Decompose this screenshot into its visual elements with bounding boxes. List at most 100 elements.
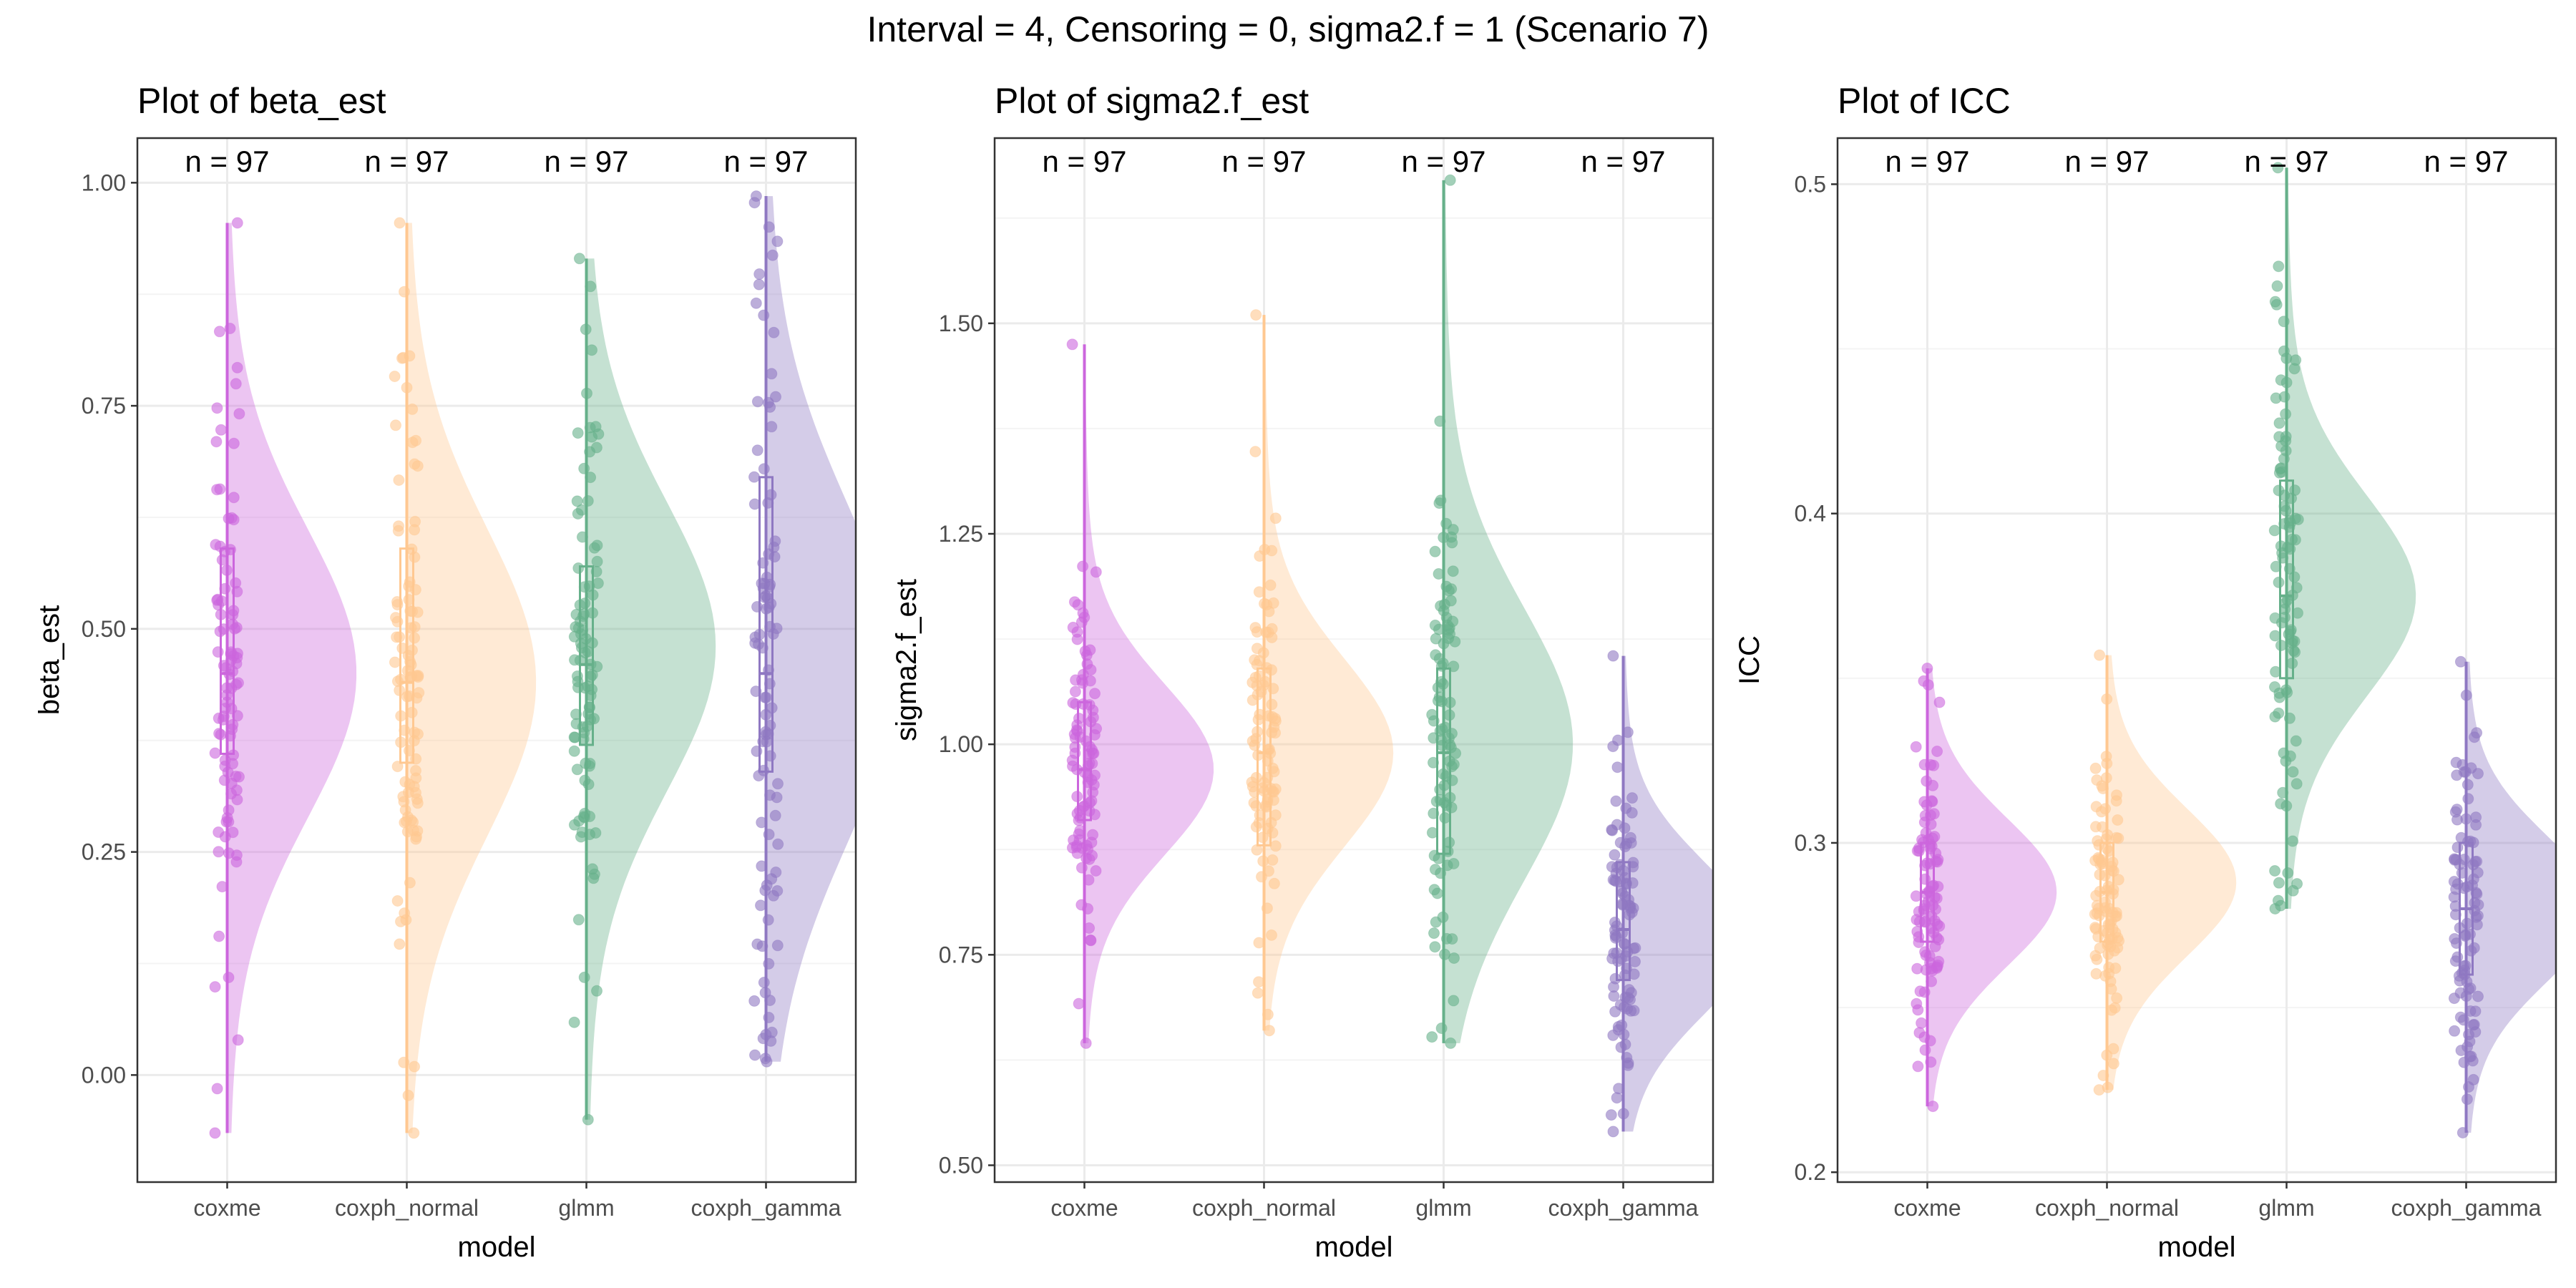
data-point: [1922, 679, 1934, 691]
data-point: [1266, 929, 1277, 941]
data-point: [1266, 698, 1278, 711]
data-point: [2277, 786, 2289, 799]
data-point: [391, 895, 404, 907]
data-point: [1445, 741, 1457, 753]
data-point: [769, 551, 781, 563]
data-point: [2286, 658, 2298, 669]
data-point: [1628, 968, 1640, 980]
y-tick-label: 0.2: [1795, 1159, 1826, 1185]
data-point: [2270, 392, 2282, 404]
data-point: [390, 612, 401, 624]
data-point: [1090, 865, 1102, 877]
data-point: [2273, 877, 2285, 889]
data-point: [396, 352, 408, 364]
data-point: [2275, 899, 2287, 912]
data-point: [2281, 686, 2293, 698]
data-point: [1440, 580, 1453, 592]
data-point: [2281, 594, 2293, 606]
x-tick-label: coxph_gamma: [691, 1195, 841, 1221]
data-point: [406, 605, 419, 618]
data-point: [2462, 779, 2474, 791]
data-point: [402, 1089, 414, 1101]
density-glmm: [586, 258, 716, 1120]
data-point: [2290, 354, 2302, 366]
data-point: [411, 460, 424, 472]
data-point: [2451, 951, 2464, 963]
data-point: [228, 492, 240, 504]
data-point: [1919, 1044, 1931, 1056]
data-point: [1082, 760, 1094, 772]
data-point: [2464, 1050, 2476, 1063]
series-coxph_gamma: [748, 190, 856, 1068]
data-point: [2112, 814, 2124, 826]
data-point: [1428, 756, 1439, 769]
data-point: [753, 268, 766, 280]
data-point: [1926, 880, 1938, 892]
data-point: [410, 753, 422, 765]
data-point: [1443, 709, 1455, 721]
data-point: [771, 791, 783, 804]
x-tick-label: coxph_gamma: [1548, 1195, 1699, 1221]
data-point: [396, 642, 409, 654]
data-point: [762, 914, 774, 926]
data-point: [1071, 839, 1083, 852]
data-point: [2454, 922, 2466, 934]
data-point: [760, 1028, 772, 1040]
data-point: [1621, 1052, 1633, 1063]
data-point: [1252, 987, 1264, 999]
x-axis-label: model: [1315, 1231, 1393, 1263]
data-point: [1927, 779, 1939, 791]
data-point: [1246, 676, 1259, 688]
data-point: [763, 664, 774, 676]
data-point: [587, 872, 600, 884]
data-point: [582, 645, 594, 658]
data-point: [1262, 822, 1274, 834]
series-coxph_normal: [1246, 309, 1394, 1037]
data-point: [1089, 688, 1101, 700]
data-point: [1073, 828, 1085, 840]
data-point: [230, 784, 243, 796]
data-point: [1927, 1101, 1939, 1113]
data-point: [1913, 1027, 1926, 1039]
y-axis-label: sigma2.f_est: [891, 579, 922, 741]
data-point: [2454, 987, 2467, 999]
data-point: [2283, 562, 2296, 575]
data-point: [2282, 867, 2294, 879]
data-point: [1918, 796, 1931, 808]
data-point: [1447, 524, 1459, 536]
data-point: [1071, 791, 1083, 803]
data-point: [389, 656, 401, 668]
n-label-coxph_gamma: n = 97: [1581, 145, 1666, 178]
data-point: [1926, 975, 1938, 987]
data-point: [1264, 579, 1277, 591]
n-label-glmm: n = 97: [1402, 145, 1486, 178]
data-point: [1085, 774, 1098, 786]
data-point: [576, 531, 588, 543]
data-point: [1069, 747, 1081, 759]
data-point: [1253, 937, 1265, 949]
data-point: [1261, 902, 1273, 914]
data-point: [1607, 1126, 1619, 1138]
data-point: [1628, 942, 1640, 955]
data-point: [213, 846, 225, 858]
data-point: [2101, 884, 2113, 897]
data-point: [749, 1049, 761, 1061]
data-point: [578, 462, 590, 474]
data-point: [1073, 814, 1085, 826]
data-point: [216, 554, 228, 566]
data-point: [1919, 873, 1931, 885]
data-point: [212, 646, 224, 658]
data-point: [760, 590, 772, 602]
data-point: [1268, 877, 1280, 889]
data-point: [2092, 931, 2104, 943]
data-point: [584, 758, 596, 769]
data-point: [1439, 948, 1450, 960]
data-point: [756, 816, 768, 829]
data-point: [1080, 649, 1093, 661]
density-glmm: [1443, 180, 1574, 1043]
data-point: [2449, 1025, 2461, 1037]
data-point: [1619, 937, 1630, 950]
data-point: [1611, 761, 1624, 774]
data-point: [1434, 415, 1446, 427]
